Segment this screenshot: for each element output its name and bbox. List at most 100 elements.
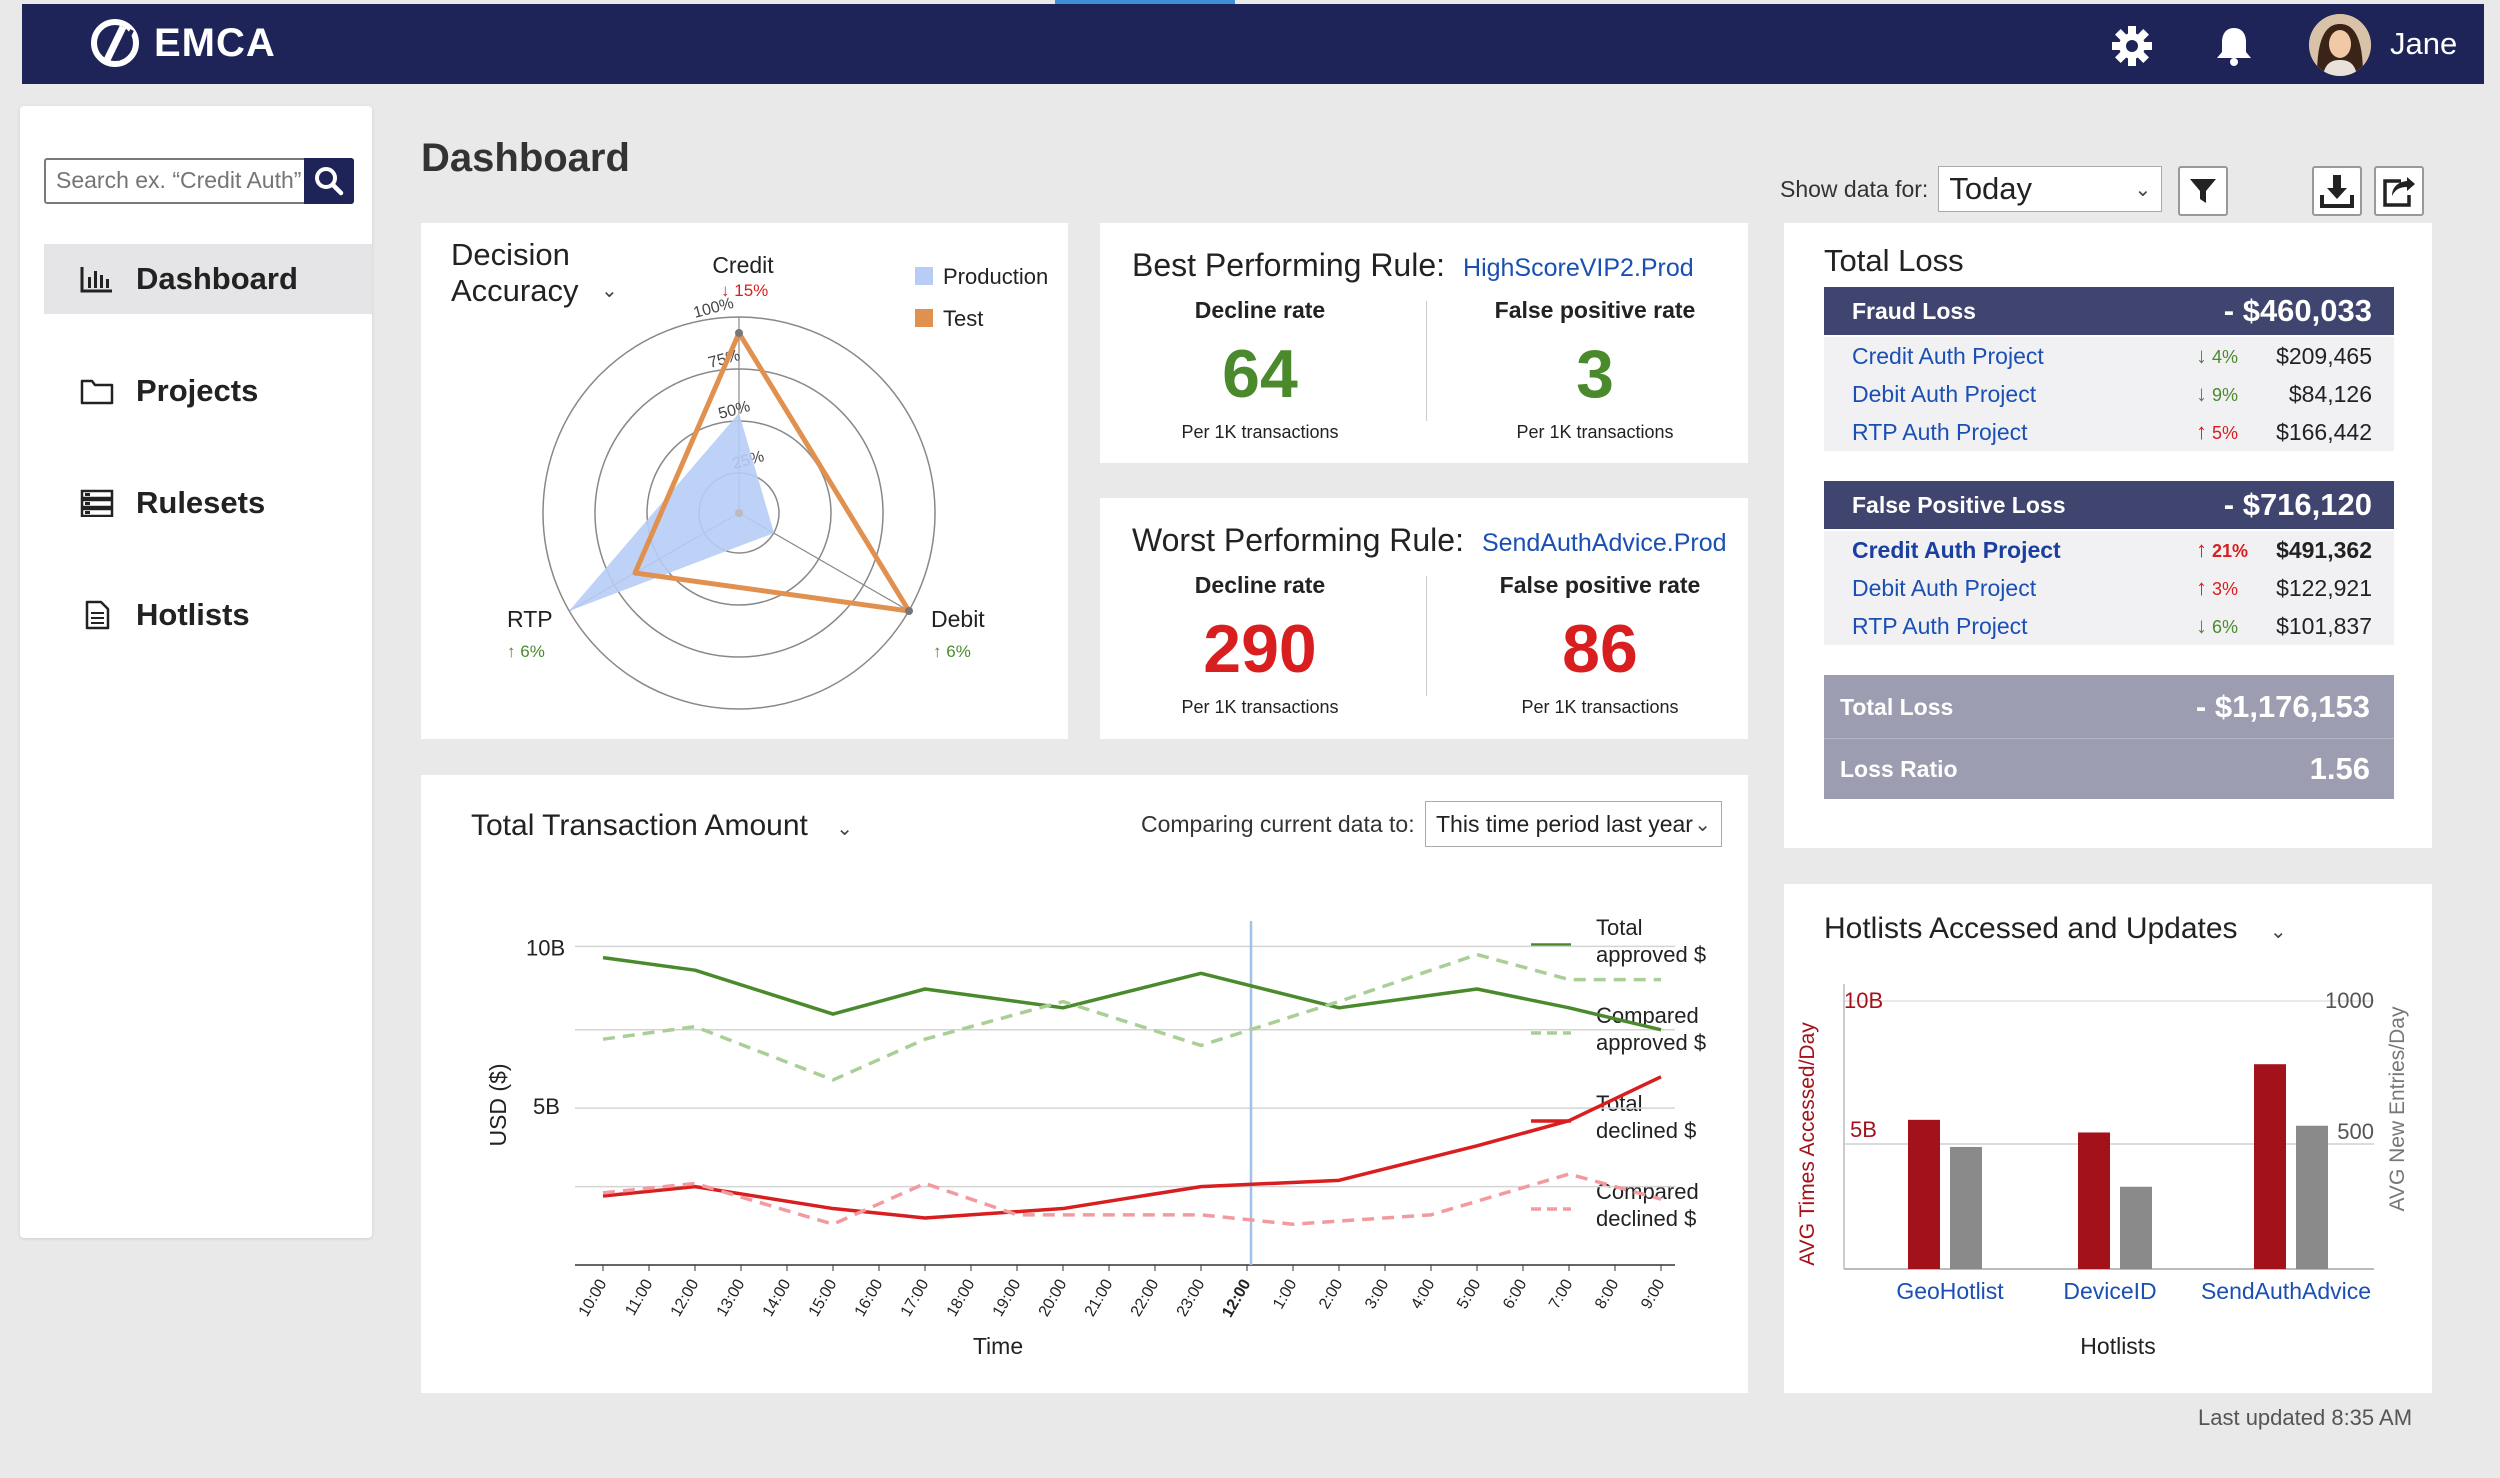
decision-accuracy-title[interactable]: Decision Accuracy ⌄ <box>451 237 618 309</box>
project-link[interactable]: Credit Auth Project <box>1852 536 2061 563</box>
trend-indicator: ↑ 21% <box>2196 537 2262 563</box>
share-export-button[interactable] <box>2374 166 2424 216</box>
filter-button[interactable] <box>2178 166 2228 216</box>
series-line-2 <box>602 1075 1662 1220</box>
trend-indicator: ↓ 4% <box>2196 343 2262 369</box>
x-tick-label: 8:00 <box>1592 1276 1622 1312</box>
metric-label: Decline rate <box>1194 572 1326 598</box>
left-tick-label: 5B <box>1850 1117 1877 1142</box>
chevron-down-icon[interactable]: ⌄ <box>601 280 618 302</box>
legend-label-line1: Compared <box>1596 1179 1699 1204</box>
false-positive-loss-label: False Positive Loss <box>1852 491 2066 518</box>
radar-point <box>735 329 743 337</box>
worst-rule-title: Worst Performing Rule: SendAuthAdvice.Pro… <box>1132 522 1727 559</box>
trend-indicator: ↑ 5% <box>2196 419 2262 445</box>
loss-row: RTP Auth Project ↑ 5% $166,442 <box>1824 413 2394 451</box>
credit-change: ↓ 15% <box>721 281 768 300</box>
metric-value: 3 <box>1576 336 1614 412</box>
trend-pct: 3% <box>2212 579 2239 599</box>
hotlists-card: Hotlists Accessed and Updates ⌄ AVG Time… <box>1784 884 2432 1393</box>
app-logo[interactable]: EMCA <box>90 18 276 68</box>
x-tick-label: 15:00 <box>806 1276 841 1319</box>
trend-pct: 21% <box>2212 541 2249 561</box>
bar-new-entries <box>1950 1146 1982 1269</box>
sidebar-item-label: Dashboard <box>136 261 298 296</box>
trend-indicator: ↑ 3% <box>2196 575 2262 601</box>
loss-ratio-value: 1.56 <box>2309 751 2370 786</box>
folder-icon <box>80 379 114 405</box>
sidebar: Dashboard Projects Rulesets Hotlists <box>20 106 372 1238</box>
radar-center <box>735 509 743 517</box>
last-updated: Last updated 8:35 AM <box>2198 1405 2413 1430</box>
sidebar-item-dashboard[interactable]: Dashboard <box>44 244 372 314</box>
hotlists-bar-chart: AVG Times Accessed/Day AVG New Entries/D… <box>1796 984 2409 1359</box>
worst-rule-card: Worst Performing Rule: SendAuthAdvice.Pro… <box>1100 498 1748 739</box>
sidebar-item-projects[interactable]: Projects <box>44 356 372 426</box>
sidebar-item-rulesets[interactable]: Rulesets <box>44 468 372 538</box>
hotlists-title[interactable]: Hotlists Accessed and Updates ⌄ <box>1824 912 2287 946</box>
left-y-axis-label: AVG Times Accessed/Day <box>1796 1022 1819 1266</box>
false-positive-loss-value: - $716,120 <box>2223 487 2372 522</box>
notifications-bell-icon[interactable] <box>2212 24 2256 68</box>
chevron-down-icon[interactable]: ⌄ <box>836 818 853 840</box>
loss-amount: $122,921 <box>2276 574 2372 601</box>
loss-amount: $166,442 <box>2276 418 2372 445</box>
project-link[interactable]: Credit Auth Project <box>1852 342 2044 369</box>
search-input[interactable] <box>46 160 308 200</box>
metric-sub: Per 1K transactions <box>1181 697 1339 717</box>
radar-series-production <box>569 413 774 611</box>
series-line-0 <box>602 955 1662 1032</box>
loss-row: Credit Auth Project ↑ 21% $491,362 <box>1824 531 2394 569</box>
show-data-label: Show data for: <box>1780 175 1929 202</box>
metric-value: 290 <box>1203 611 1317 687</box>
project-link[interactable]: Debit Auth Project <box>1852 574 2037 601</box>
radar-axis-label-rtp: RTP <box>507 606 553 632</box>
best-rule-link[interactable]: HighScoreVIP2.Prod <box>1463 254 1694 282</box>
project-link[interactable]: Debit Auth Project <box>1852 380 2037 407</box>
transaction-amount-title[interactable]: Total Transaction Amount ⌄ <box>471 809 853 843</box>
x-tick-label: 16:00 <box>852 1276 887 1319</box>
chevron-down-icon: ⌄ <box>2134 178 2152 201</box>
project-link[interactable]: RTP Auth Project <box>1852 612 2028 639</box>
loss-amount: $101,837 <box>2276 612 2372 639</box>
bar-new-entries <box>2296 1125 2328 1269</box>
bar-new-entries <box>2120 1186 2152 1269</box>
sidebar-item-hotlists[interactable]: Hotlists <box>44 580 372 650</box>
category-link[interactable]: SendAuthAdvice <box>2201 1278 2371 1304</box>
y-tick-label: 10B <box>526 935 565 960</box>
category-link[interactable]: GeoHotlist <box>1896 1278 2004 1304</box>
trend-pct: 5% <box>2212 423 2239 443</box>
x-tick-label: 17:00 <box>898 1276 933 1319</box>
transaction-amount-card: Total Transaction Amount ⌄ Comparing cur… <box>421 775 1748 1393</box>
fraud-loss-value: - $460,033 <box>2223 293 2372 328</box>
fraud-loss-header: Fraud Loss - $460,033 <box>1824 287 2394 335</box>
user-avatar[interactable] <box>2309 14 2371 76</box>
legend-label-line1: Compared <box>1596 1003 1699 1028</box>
period-select[interactable]: Today ⌄ <box>1938 166 2163 212</box>
series-line-3 <box>602 1172 1662 1226</box>
x-tick-label: 21:00 <box>1082 1276 1117 1319</box>
category-link[interactable]: DeviceID <box>2063 1278 2156 1304</box>
chevron-down-icon[interactable]: ⌄ <box>2269 921 2287 943</box>
app-name: EMCA <box>154 20 276 65</box>
loss-row: RTP Auth Project ↓ 6% $101,837 <box>1824 607 2394 645</box>
download-button[interactable] <box>2312 166 2362 216</box>
x-tick-label: 11:00 <box>622 1276 656 1318</box>
bar-accessed <box>2078 1132 2110 1269</box>
bar-accessed <box>2254 1064 2286 1269</box>
search-button[interactable] <box>304 158 354 204</box>
loss-amount: $209,465 <box>2276 342 2372 369</box>
total-loss-card: Total Loss Fraud Loss - $460,033 Credit … <box>1784 223 2432 848</box>
right-y-axis-label: AVG New Entries/Day <box>2386 1006 2409 1212</box>
project-link[interactable]: RTP Auth Project <box>1852 418 2028 445</box>
divider <box>1426 301 1427 421</box>
legend-label-production: Production <box>943 264 1048 289</box>
compare-select[interactable]: This time period last year ⌄ <box>1425 801 1722 847</box>
worst-rule-link[interactable]: SendAuthAdvice.Prod <box>1481 529 1727 557</box>
user-name[interactable]: Jane <box>2390 26 2458 61</box>
settings-gear-icon[interactable] <box>2110 24 2154 68</box>
metric-label: False positive rate <box>1494 297 1696 323</box>
period-select-value: Today <box>1949 171 2033 206</box>
sidebar-item-label: Hotlists <box>136 597 250 632</box>
loss-row: Credit Auth Project ↓ 4% $209,465 <box>1824 337 2394 375</box>
